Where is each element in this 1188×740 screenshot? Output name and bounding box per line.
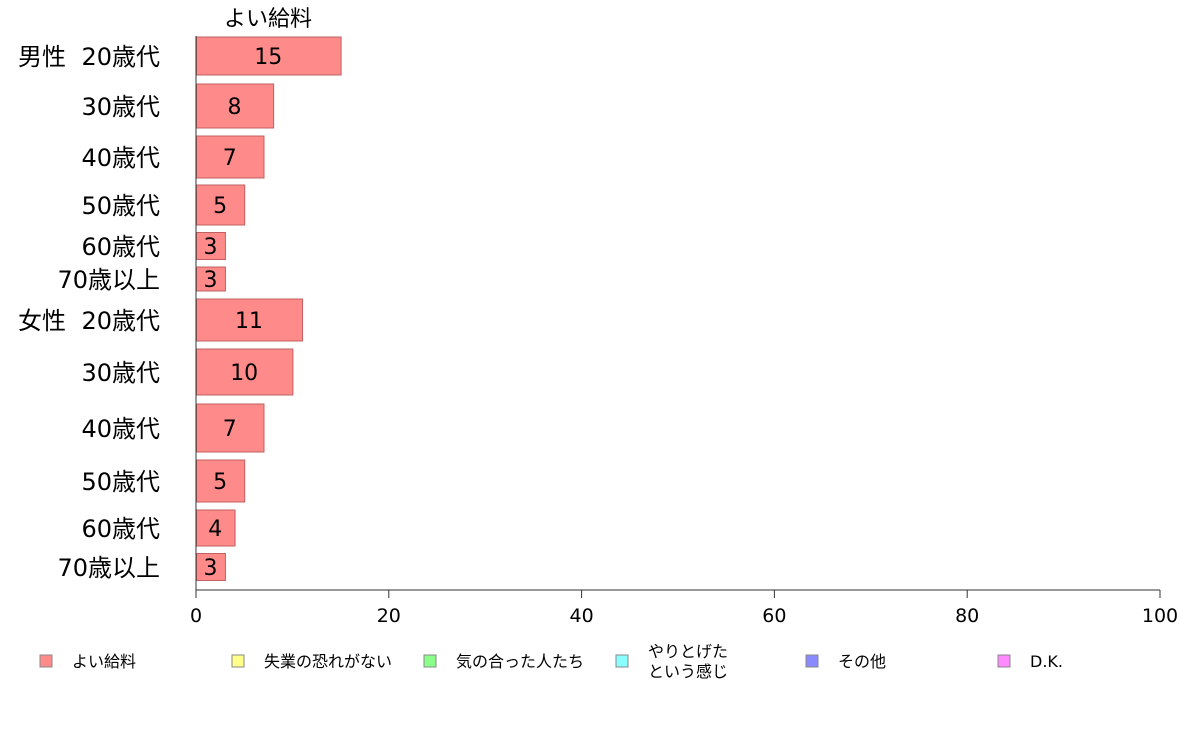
category-label: 70歳以上 bbox=[57, 266, 160, 294]
bar bbox=[196, 83, 275, 129]
legend-swatch bbox=[231, 654, 245, 668]
category-label: 40歳代 bbox=[81, 415, 160, 443]
data-label: 3 bbox=[203, 556, 217, 581]
data-label: 5 bbox=[213, 194, 227, 219]
legend-label-line: という感じ bbox=[648, 662, 728, 681]
data-label: 8 bbox=[228, 95, 242, 120]
legend-swatch bbox=[423, 654, 437, 668]
data-label: 3 bbox=[203, 235, 217, 260]
legend: よい給料 失業の恐れがない 気の合った人たち やりとげたという感じ その他 D.K. bbox=[39, 642, 1063, 681]
category-label: 50歳代 bbox=[81, 468, 160, 496]
category-label: 30歳代 bbox=[81, 93, 160, 121]
group-label: 男性 bbox=[18, 43, 66, 71]
data-label: 11 bbox=[235, 309, 263, 334]
data-label: 10 bbox=[230, 361, 258, 386]
legend-label-line: やりとげた bbox=[648, 642, 728, 661]
column-title: よい給料 bbox=[224, 7, 312, 32]
category-label: 70歳以上 bbox=[57, 554, 160, 582]
data-label: 4 bbox=[208, 517, 222, 542]
bar bbox=[196, 553, 226, 581]
bar bbox=[196, 135, 265, 179]
group-label: 女性 bbox=[18, 307, 66, 335]
x-axis: 0 20 40 60 80 100 bbox=[190, 36, 1178, 627]
legend-label: その他 bbox=[838, 652, 886, 671]
data-label: 5 bbox=[213, 470, 227, 495]
bar bbox=[196, 509, 236, 547]
bar bbox=[196, 36, 342, 76]
category-label: 30歳代 bbox=[81, 359, 160, 387]
data-label: 15 bbox=[254, 45, 282, 70]
data-label: 7 bbox=[223, 146, 237, 171]
bars: 15 8 7 5 3 3 11 10 7 5 4 3 bbox=[196, 36, 342, 581]
bar bbox=[196, 184, 246, 226]
x-tick-label: 40 bbox=[570, 605, 594, 627]
data-label: 3 bbox=[203, 268, 217, 293]
bar bbox=[196, 298, 304, 342]
legend-swatch bbox=[39, 654, 53, 668]
bar bbox=[196, 459, 246, 503]
category-label: 60歳代 bbox=[81, 515, 160, 543]
legend-label: よい給料 bbox=[72, 652, 136, 671]
legend-label: D.K. bbox=[1030, 652, 1063, 671]
x-tick-label: 20 bbox=[377, 605, 401, 627]
legend-label: やりとげたという感じ bbox=[648, 642, 728, 681]
x-tick-label: 0 bbox=[190, 605, 202, 627]
legend-label: 気の合った人たち bbox=[456, 652, 584, 671]
legend-label: 失業の恐れがない bbox=[264, 652, 392, 671]
legend-swatch bbox=[997, 654, 1011, 668]
data-label: 7 bbox=[223, 417, 237, 442]
category-label: 60歳代 bbox=[81, 233, 160, 261]
title-layer: よい給料 bbox=[224, 7, 312, 32]
x-tick-label: 60 bbox=[762, 605, 786, 627]
category-label: 20歳代 bbox=[81, 43, 160, 71]
legend-swatch bbox=[805, 654, 819, 668]
x-tick-label: 80 bbox=[955, 605, 979, 627]
category-label: 50歳代 bbox=[81, 192, 160, 220]
category-label: 40歳代 bbox=[81, 144, 160, 172]
bar bbox=[196, 232, 226, 260]
legend-swatch bbox=[615, 654, 629, 668]
category-label: 20歳代 bbox=[81, 307, 160, 335]
x-tick-label: 100 bbox=[1142, 605, 1178, 627]
